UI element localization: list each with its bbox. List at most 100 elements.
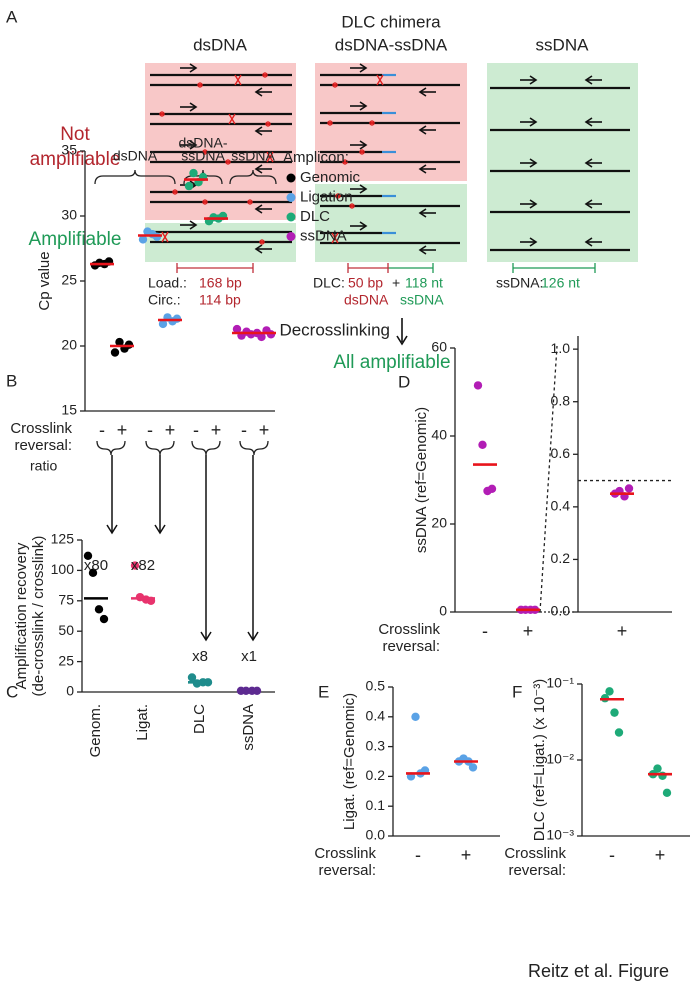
column-header: ssDNA (536, 35, 590, 54)
x-axis-label: reversal: (508, 862, 566, 879)
x-tick-label: DLC (191, 704, 208, 734)
length-label: DLC: (313, 275, 345, 291)
adduct (342, 159, 348, 165)
y-tick-label: 0.6 (551, 445, 571, 461)
arrowhead (418, 87, 427, 97)
crosslink (228, 113, 236, 125)
length-sub: dsDNA (344, 292, 389, 308)
y-tick-label: 25 (58, 652, 74, 668)
y-tick-label: 0.0 (551, 603, 571, 619)
arrowhead (418, 245, 427, 255)
arrowhead (359, 101, 368, 111)
annotation: x8 (192, 648, 208, 665)
arrowhead (359, 63, 368, 73)
length-sub: ssDNA (400, 292, 444, 308)
adduct (202, 149, 208, 155)
data-point (138, 235, 148, 244)
x-tick-label: + (211, 420, 222, 440)
arrowhead (359, 221, 368, 231)
y-tick-label: 15 (61, 402, 77, 418)
adduct (259, 239, 265, 245)
data-point (653, 764, 662, 773)
adduct (359, 149, 365, 155)
x-axis-label: Crosslink (10, 420, 72, 437)
arrowhead (254, 244, 263, 254)
x-tick-label: + (165, 420, 176, 440)
arrowhead (200, 631, 212, 642)
legend-marker (286, 212, 296, 222)
adduct (369, 120, 375, 126)
y-tick-label: 20 (61, 337, 77, 353)
annotation: x80 (84, 557, 108, 574)
x-tick-label: ssDNA (240, 704, 257, 751)
group-label: dsDNA- (178, 135, 227, 151)
arrowhead (247, 631, 259, 642)
annotation: x82 (131, 557, 155, 574)
adduct (172, 189, 178, 195)
crosslink (376, 74, 384, 86)
x-tick-label: - (241, 420, 247, 440)
crosslink (266, 151, 274, 163)
y-tick-label: 0.5 (366, 678, 386, 694)
arrowhead (529, 75, 538, 85)
data-point (658, 771, 667, 780)
box-not-amplifiable (145, 63, 296, 220)
length-value: 50 bp (348, 275, 383, 291)
arrowhead (529, 237, 538, 247)
y-tick-label: 0.0 (366, 827, 386, 843)
box-amplifiable (487, 63, 638, 262)
y-tick-label: 25 (61, 272, 77, 288)
crosslink (331, 232, 339, 244)
x-axis-label: Crosslink (378, 621, 440, 638)
x-tick-label: + (117, 420, 128, 440)
arrowhead (584, 237, 593, 247)
length-label: Circ.: (148, 292, 181, 308)
arrowhead (189, 140, 198, 150)
data-point (110, 348, 120, 357)
y-tick-label: 35 (61, 142, 77, 158)
arrowhead (254, 87, 263, 97)
arrowhead (584, 199, 593, 209)
adduct (202, 199, 208, 205)
row-label: Not (60, 124, 90, 145)
data-point (662, 788, 672, 798)
group-label: dsDNA (113, 148, 158, 164)
arrowhead (529, 199, 538, 209)
y-tick-label: 0 (66, 683, 74, 699)
data-point (610, 708, 619, 717)
y-tick-label: 10⁻² (546, 751, 574, 767)
adduct (332, 82, 338, 88)
data-point (94, 605, 104, 614)
arrowhead (189, 220, 198, 230)
column-header: dsDNA (193, 35, 248, 54)
panel-label: F (512, 682, 522, 701)
data-point (99, 614, 109, 624)
y-tick-label: 0.8 (551, 392, 571, 408)
panel-label: A (6, 7, 18, 26)
arrowhead (189, 63, 198, 73)
adduct (247, 199, 253, 205)
data-point (468, 763, 478, 772)
x-tick-label: Genom. (87, 704, 104, 757)
y-axis-label: ssDNA (ref=Genomic) (413, 407, 430, 553)
adduct (159, 111, 165, 117)
y-axis-label: Cp value (36, 251, 53, 310)
brace (96, 440, 126, 456)
x-tick-label: + (655, 845, 666, 865)
arrowhead (418, 164, 427, 174)
decoration (94, 63, 638, 642)
adduct (197, 82, 203, 88)
arrowhead (529, 117, 538, 127)
length-label: ssDNA: (496, 275, 543, 291)
column-header: dsDNA-ssDNA (335, 35, 448, 54)
arrowhead (189, 102, 198, 112)
adduct (327, 120, 333, 126)
y-tick-label: 0.4 (366, 708, 386, 724)
arrowhead (584, 75, 593, 85)
brace (191, 440, 221, 456)
x-tick-label: - (415, 845, 421, 865)
row-label: Amplifiable (29, 229, 122, 250)
arrowhead (396, 335, 408, 346)
x-tick-label: - (609, 845, 615, 865)
